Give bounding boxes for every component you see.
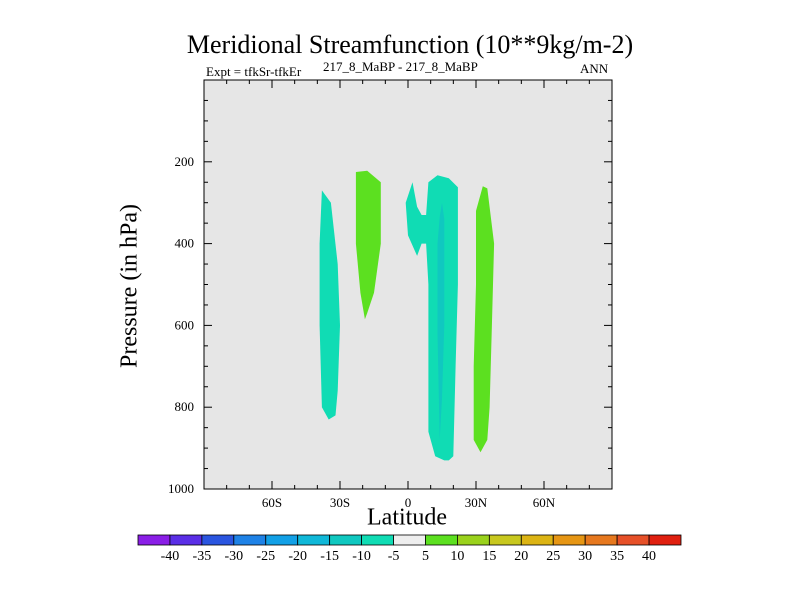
colorbar-swatch (233, 534, 267, 546)
colorbar-swatch (520, 534, 554, 546)
plot-area (204, 80, 612, 489)
negative-cell-30S (319, 190, 340, 420)
colorbar-swatch (584, 534, 618, 546)
colorbar-label: 35 (610, 549, 624, 564)
x-tick-label: 0 (405, 495, 412, 510)
colorbar-label: -25 (256, 549, 275, 564)
axis-ticks: 60S 30S 0 30N 60N 200 400 600 800 1000 (168, 80, 612, 510)
x-tick-label: 30N (465, 495, 488, 510)
chart-title: Meridional Streamfunction (10**9kg/m-2) (186, 30, 634, 59)
period-label: 217_8_MaBP - 217_8_MaBP (323, 59, 478, 74)
negative-cell-equator (405, 175, 458, 461)
y-tick-label: 1000 (168, 481, 194, 496)
colorbar-swatch (488, 534, 522, 546)
colorbar-swatch (137, 534, 171, 546)
experiment-label: Expt = tfkSr-tfkEr (206, 64, 302, 79)
colorbar-label: 10 (450, 549, 464, 564)
colorbar-swatch (457, 534, 490, 546)
colorbar-label: 5 (422, 549, 429, 564)
x-tick-label: 30S (330, 495, 350, 510)
plot-frame (203, 79, 613, 490)
colorbar-label: -15 (320, 549, 339, 564)
colorbar-swatch (393, 534, 426, 546)
colorbar-swatch (616, 534, 650, 546)
colorbar-swatch (265, 534, 299, 546)
colorbar-label: 25 (546, 549, 560, 564)
colorbar-label: -40 (161, 549, 180, 564)
y-tick-label: 600 (175, 317, 195, 332)
colorbar-label: -5 (388, 549, 400, 564)
colorbar-label: -20 (288, 549, 307, 564)
x-axis-label: Latitude (367, 504, 447, 531)
positive-cell-20S (355, 170, 381, 320)
colorbar-label: 15 (482, 549, 496, 564)
colorbar-swatch (169, 534, 203, 546)
x-tick-label: 60S (262, 495, 282, 510)
colorbar-label: -35 (193, 549, 212, 564)
contour-regions (319, 170, 495, 461)
positive-cell-30N (473, 186, 495, 453)
season-label: ANN (580, 61, 609, 76)
negative-core-equator (437, 202, 445, 440)
colorbar-swatch (329, 534, 362, 546)
colorbar-label: 20 (514, 549, 528, 564)
colorbar-label: 30 (578, 549, 592, 564)
colorbar-swatch (297, 534, 331, 546)
colorbar-label: 40 (642, 549, 656, 564)
colorbar-swatch (552, 534, 586, 546)
colorbar-swatch (425, 534, 458, 546)
x-tick-label: 60N (533, 495, 556, 510)
colorbar-label: -10 (352, 549, 371, 564)
colorbar-swatch (201, 534, 235, 546)
colorbar-label: -30 (224, 549, 243, 564)
y-tick-label: 200 (175, 154, 195, 169)
y-tick-label: 800 (175, 399, 195, 414)
colorbar: -40 -35 -30 -25 -20 -15 -10 -5 5 10 15 20 25 30 35 40 (137, 534, 682, 564)
colorbar-swatch (648, 534, 682, 546)
y-tick-label: 400 (175, 236, 195, 251)
colorbar-swatch (361, 534, 394, 546)
